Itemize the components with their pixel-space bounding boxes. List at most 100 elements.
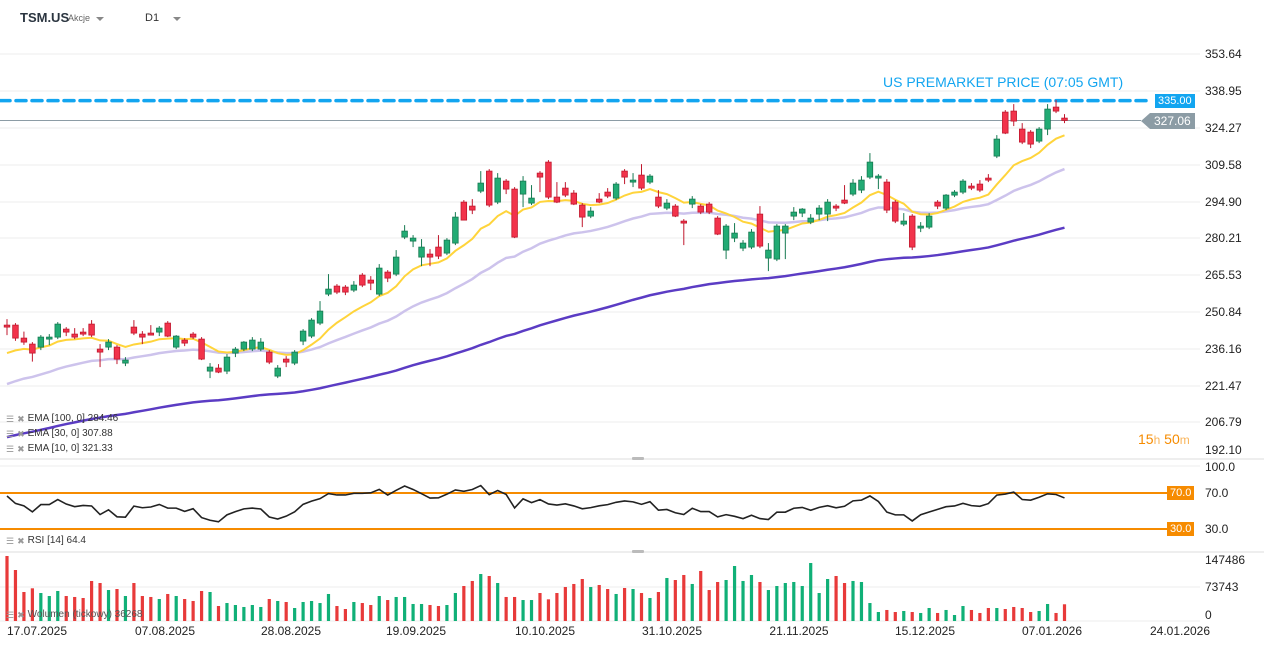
volume-bar [876,612,880,621]
volume-bar [1045,603,1050,621]
symbol-dropdown-caret-icon[interactable] [96,17,104,21]
volume-bar [479,574,483,621]
candle-up [206,366,214,372]
volume-bar [39,593,43,621]
volume-bar [123,596,128,621]
candle-down [1052,106,1060,112]
volume-bar [563,587,567,621]
volume-bar [995,607,999,621]
volume-bar [436,606,441,621]
volume-bar [859,581,864,621]
timeframe-dropdown-caret-icon[interactable] [173,17,181,21]
candle-down [536,172,544,178]
legend-ema30-label: EMA [30, 0] 307.88 [27,428,113,439]
volume-bar [470,580,474,621]
settings-icon[interactable]: ☰ [6,610,15,620]
settings-icon[interactable]: ☰ [6,429,15,439]
candle-up [1035,128,1043,142]
volume-bar [233,605,238,621]
legend-ema100[interactable]: ☰ ✖ EMA [100, 0] 284.46 [6,413,118,425]
volume-bar [191,600,195,621]
candle-down [63,328,70,333]
candle-down [3,324,11,328]
candle-down [113,346,121,360]
candle-down [968,185,975,189]
volume-bar [1012,606,1016,621]
candle-down [181,339,188,344]
volume-bar [986,607,990,621]
candle-up [1044,108,1051,130]
candle-up [105,341,112,348]
legend-rsi-label: RSI [14] 64.4 [27,535,86,546]
close-icon[interactable]: ✖ [17,610,25,620]
candle-down [469,205,476,211]
volume-bar [360,603,364,621]
volume-bar [386,600,390,621]
candle-down [460,201,468,221]
pane-resize-handle[interactable] [632,550,644,553]
volume-bar [597,584,601,621]
countdown-m-unit: m [1179,433,1190,447]
candle-up [959,180,967,193]
close-icon[interactable]: ✖ [17,536,25,546]
volume-bar [90,580,94,621]
candle-down [976,183,984,191]
volume-bar [690,583,694,621]
date-axis-label: 07.01.2026 [1021,624,1083,638]
legend-rsi[interactable]: ☰ ✖ RSI [14] 64.4 [6,535,86,547]
candle-down [604,191,611,197]
volume-bar [961,606,965,621]
date-axis-label: 31.10.2025 [641,624,703,638]
candle-up [519,180,527,195]
candle-up [731,232,738,239]
candle-down [130,326,138,334]
legend-ema10-label: EMA [10, 0] 321.33 [27,443,113,454]
volume-bar [343,609,347,621]
volume-bar [792,581,796,621]
candle-down [832,205,840,209]
candle-down [1027,131,1034,145]
volume-bar [73,596,77,621]
candle-down [198,338,205,360]
legend-volume-label: Wolumen (tickowy) 36268 [27,609,143,620]
volume-bar [800,586,804,621]
candle-up [291,351,298,364]
volume-bar [606,589,610,621]
candle-down [20,337,28,343]
close-icon[interactable]: ✖ [17,429,25,439]
volume-bar [394,596,398,621]
legend-ema30[interactable]: ☰ ✖ EMA [30, 0] 307.88 [6,428,113,440]
symbol-title[interactable]: TSM.US [20,10,70,25]
volume-bar [826,578,830,621]
volume-bar [699,570,703,621]
volume-bar [81,597,85,621]
price-axis-label: 250.84 [1205,305,1242,319]
volume-bar [453,593,457,621]
close-icon[interactable]: ✖ [17,414,25,424]
ema30-line [6,167,1065,386]
volume-bar [555,593,559,621]
candle-down [1010,110,1017,122]
volume-bar [411,603,415,621]
settings-icon[interactable]: ☰ [6,444,15,454]
candle-up [951,191,958,196]
volume-bar [403,596,407,621]
close-icon[interactable]: ✖ [17,444,25,454]
rsi-lower-tag: 30.0 [1167,522,1195,536]
volume-bar [419,603,424,621]
date-axis-label: 21.11.2025 [769,624,829,638]
volume-bar [284,602,288,621]
volume-bar [98,583,102,621]
settings-icon[interactable]: ☰ [6,414,15,424]
candle-down [638,174,645,189]
instrument-type: Akcje [68,13,91,23]
legend-volume[interactable]: ☰ ✖ Wolumen (tickowy) 36268 [6,609,143,621]
volume-bar [707,590,711,621]
candle-down [96,348,104,353]
settings-icon[interactable]: ☰ [6,536,15,546]
timeframe-selector[interactable]: D1 [145,12,160,24]
volume-bar [225,603,229,621]
legend-ema10[interactable]: ☰ ✖ EMA [10, 0] 321.33 [6,443,113,455]
pane-resize-handle[interactable] [632,457,644,460]
